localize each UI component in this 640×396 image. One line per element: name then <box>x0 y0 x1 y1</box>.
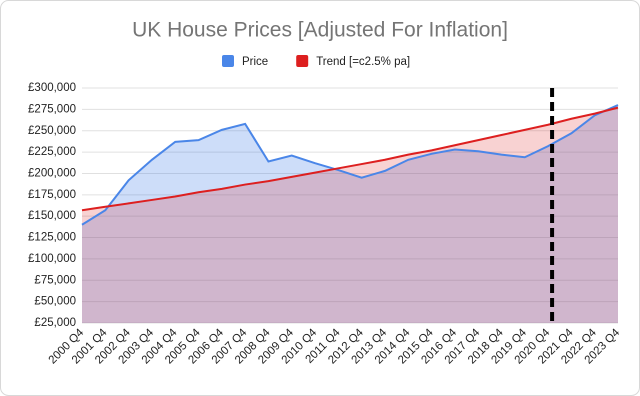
y-tick-label: £250,000 <box>28 125 76 137</box>
legend-swatch <box>296 55 309 67</box>
chart-title: UK House Prices [Adjusted For Inflation] <box>132 19 508 42</box>
legend-swatch <box>222 55 234 67</box>
y-tick-label: £300,000 <box>28 82 76 94</box>
legend-label: Price <box>242 56 268 68</box>
y-tick-label: £175,000 <box>28 189 76 201</box>
y-tick-label: £75,000 <box>34 274 76 286</box>
y-tick-label: £150,000 <box>28 210 76 222</box>
y-tick-label: £50,000 <box>34 296 76 308</box>
line <box>81 106 619 212</box>
area <box>82 107 618 324</box>
y-tick-label: £275,000 <box>28 103 76 115</box>
line <box>81 104 619 226</box>
y-tick-label: £125,000 <box>28 232 76 244</box>
area <box>82 105 618 323</box>
y-tick-label: £100,000 <box>28 253 76 265</box>
y-tick-label: £25,000 <box>34 317 76 329</box>
y-tick-label: £225,000 <box>28 146 76 158</box>
legend-label: Trend [=c2.5% pa] <box>316 56 410 68</box>
y-tick-label: £200,000 <box>28 167 76 179</box>
